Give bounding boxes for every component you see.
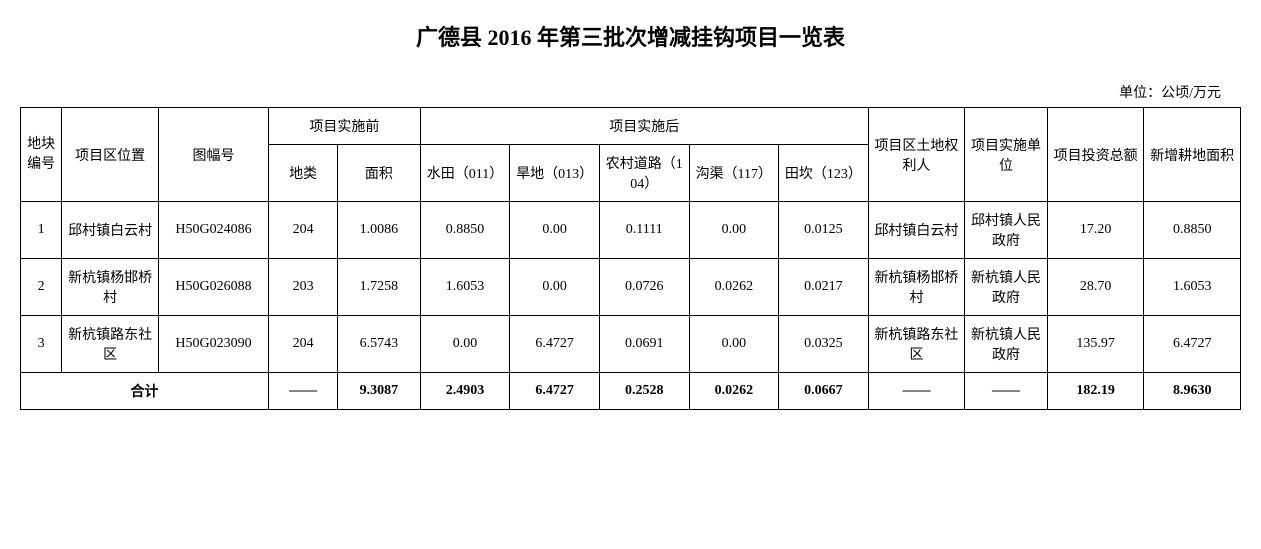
header-after-117: 沟渠（117）	[689, 145, 779, 202]
total-cell: 6.4727	[510, 373, 600, 410]
cell-owner: 邱村镇白云村	[868, 202, 964, 259]
header-after-104: 农村道路（104）	[599, 145, 689, 202]
cell-map: H50G026088	[158, 259, 268, 316]
cell-a104: 0.0691	[599, 316, 689, 373]
cell-owner: 新杭镇路东社区	[868, 316, 964, 373]
header-map-no: 图幅号	[158, 108, 268, 202]
header-after: 项目实施后	[420, 108, 868, 145]
header-before-area: 面积	[338, 145, 421, 202]
cell-owner: 新杭镇杨邯桥村	[868, 259, 964, 316]
header-location: 项目区位置	[62, 108, 158, 202]
cell-a011: 0.00	[420, 316, 510, 373]
cell-a117: 0.00	[689, 316, 779, 373]
total-cell: 8.9630	[1144, 373, 1241, 410]
cell-new: 0.8850	[1144, 202, 1241, 259]
cell-invest: 135.97	[1047, 316, 1143, 373]
cell-area: 1.0086	[338, 202, 421, 259]
total-cell: 2.4903	[420, 373, 510, 410]
cell-a117: 0.0262	[689, 259, 779, 316]
cell-loc: 新杭镇杨邯桥村	[62, 259, 158, 316]
cell-a123: 0.0325	[779, 316, 869, 373]
cell-type: 203	[269, 259, 338, 316]
cell-a011: 0.8850	[420, 202, 510, 259]
total-cell: 合计	[21, 373, 269, 410]
cell-unit: 新杭镇人民政府	[965, 259, 1048, 316]
header-after-013: 旱地（013）	[510, 145, 600, 202]
header-after-011: 水田（011）	[420, 145, 510, 202]
cell-a013: 0.00	[510, 259, 600, 316]
cell-a123: 0.0125	[779, 202, 869, 259]
cell-area: 1.7258	[338, 259, 421, 316]
header-block-id: 地块编号	[21, 108, 62, 202]
cell-unit: 新杭镇人民政府	[965, 316, 1048, 373]
cell-a104: 0.1111	[599, 202, 689, 259]
cell-id: 1	[21, 202, 62, 259]
cell-a117: 0.00	[689, 202, 779, 259]
cell-type: 204	[269, 316, 338, 373]
cell-type: 204	[269, 202, 338, 259]
cell-a123: 0.0217	[779, 259, 869, 316]
cell-id: 2	[21, 259, 62, 316]
cell-a013: 6.4727	[510, 316, 600, 373]
cell-new: 6.4727	[1144, 316, 1241, 373]
cell-map: H50G023090	[158, 316, 268, 373]
cell-unit: 邱村镇人民政府	[965, 202, 1048, 259]
cell-id: 3	[21, 316, 62, 373]
table-row: 3新杭镇路东社区H50G0230902046.57430.006.47270.0…	[21, 316, 1241, 373]
total-cell: ——	[965, 373, 1048, 410]
cell-invest: 17.20	[1047, 202, 1143, 259]
table-row: 1邱村镇白云村H50G0240862041.00860.88500.000.11…	[21, 202, 1241, 259]
total-cell: ——	[868, 373, 964, 410]
header-before-type: 地类	[269, 145, 338, 202]
page-title: 广德县 2016 年第三批次增减挂钩项目一览表	[20, 20, 1241, 52]
table-row: 2新杭镇杨邯桥村H50G0260882031.72581.60530.000.0…	[21, 259, 1241, 316]
cell-invest: 28.70	[1047, 259, 1143, 316]
total-cell: 0.0667	[779, 373, 869, 410]
total-cell: 0.2528	[599, 373, 689, 410]
cell-map: H50G024086	[158, 202, 268, 259]
total-row: 合计——9.30872.49036.47270.25280.02620.0667…	[21, 373, 1241, 410]
header-invest: 项目投资总额	[1047, 108, 1143, 202]
cell-a013: 0.00	[510, 202, 600, 259]
cell-new: 1.6053	[1144, 259, 1241, 316]
cell-loc: 新杭镇路东社区	[62, 316, 158, 373]
header-owner: 项目区土地权利人	[868, 108, 964, 202]
total-cell: 0.0262	[689, 373, 779, 410]
header-new-area: 新增耕地面积	[1144, 108, 1241, 202]
data-table: 地块编号 项目区位置 图幅号 项目实施前 项目实施后 项目区土地权利人 项目实施…	[20, 107, 1241, 410]
cell-area: 6.5743	[338, 316, 421, 373]
cell-a104: 0.0726	[599, 259, 689, 316]
total-cell: 182.19	[1047, 373, 1143, 410]
cell-loc: 邱村镇白云村	[62, 202, 158, 259]
total-cell: ——	[269, 373, 338, 410]
unit-label: 单位：公顷/万元	[20, 82, 1241, 102]
header-before: 项目实施前	[269, 108, 421, 145]
header-impl-unit: 项目实施单位	[965, 108, 1048, 202]
total-cell: 9.3087	[338, 373, 421, 410]
header-after-123: 田坎（123）	[779, 145, 869, 202]
cell-a011: 1.6053	[420, 259, 510, 316]
